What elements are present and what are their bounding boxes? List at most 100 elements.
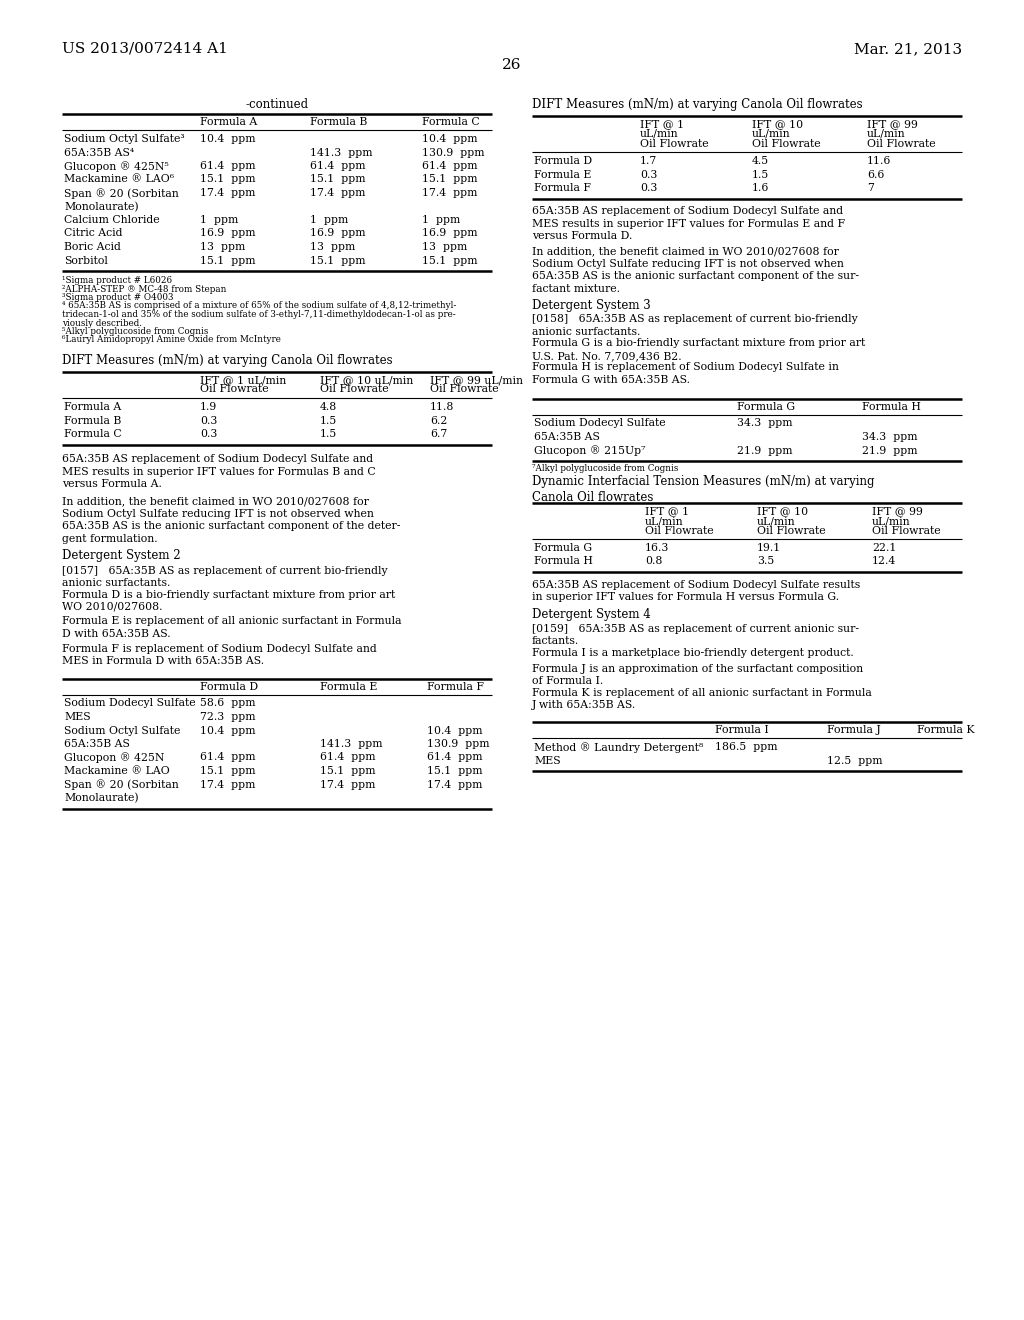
Text: 65A:35B AS replacement of Sodium Dodecyl Sulfate and
MES results in superior IFT: 65A:35B AS replacement of Sodium Dodecyl… [532,206,845,242]
Text: Formula I: Formula I [715,725,769,735]
Text: Formula H is replacement of Sodium Dodecyl Sulfate in
Formula G with 65A:35B AS.: Formula H is replacement of Sodium Dodec… [532,363,839,385]
Text: [0157]   65A:35B AS as replacement of current bio-friendly
anionic surfactants.: [0157] 65A:35B AS as replacement of curr… [62,565,388,587]
Text: IFT @ 10: IFT @ 10 [752,119,803,129]
Text: US 2013/0072414 A1: US 2013/0072414 A1 [62,42,228,55]
Text: In addition, the benefit claimed in WO 2010/027608 for
Sodium Octyl Sulfate redu: In addition, the benefit claimed in WO 2… [532,247,859,294]
Text: 19.1: 19.1 [757,543,781,553]
Text: Oil Flowrate: Oil Flowrate [645,525,714,536]
Text: Oil Flowrate: Oil Flowrate [867,139,936,149]
Text: 15.1  ppm: 15.1 ppm [422,174,477,185]
Text: Formula A: Formula A [200,117,257,127]
Text: 61.4  ppm: 61.4 ppm [310,161,366,172]
Text: uL/min: uL/min [645,516,684,525]
Text: 65A:35B AS replacement of Sodium Dodecyl Sulfate and
MES results in superior IFT: 65A:35B AS replacement of Sodium Dodecyl… [62,454,376,490]
Text: 17.4  ppm: 17.4 ppm [422,187,477,198]
Text: ¹Sigma product # L6026: ¹Sigma product # L6026 [62,276,172,285]
Text: 0.3: 0.3 [200,416,217,425]
Text: 17.4  ppm: 17.4 ppm [427,780,482,789]
Text: Formula D: Formula D [200,681,258,692]
Text: 130.9  ppm: 130.9 ppm [427,739,489,748]
Text: 1.6: 1.6 [752,183,769,193]
Text: Formula K is replacement of all anionic surfactant in Formula
J with 65A:35B AS.: Formula K is replacement of all anionic … [532,688,871,710]
Text: MES: MES [534,755,560,766]
Text: 1.7: 1.7 [640,156,657,166]
Text: 0.3: 0.3 [640,183,657,193]
Text: Oil Flowrate: Oil Flowrate [752,139,820,149]
Text: 15.1  ppm: 15.1 ppm [200,256,256,265]
Text: MES: MES [63,711,91,722]
Text: Formula B: Formula B [63,416,121,425]
Text: 17.4  ppm: 17.4 ppm [319,780,376,789]
Text: 1.9: 1.9 [200,403,217,412]
Text: 21.9  ppm: 21.9 ppm [862,446,918,455]
Text: 0.3: 0.3 [200,429,217,440]
Text: Boric Acid: Boric Acid [63,242,121,252]
Text: DIFT Measures (mN/m) at varying Canola Oil flowrates: DIFT Measures (mN/m) at varying Canola O… [532,98,862,111]
Text: Mackamine ® LAO⁶: Mackamine ® LAO⁶ [63,174,174,185]
Text: 186.5  ppm: 186.5 ppm [715,742,777,752]
Text: 11.6: 11.6 [867,156,891,166]
Text: 16.9  ppm: 16.9 ppm [200,228,256,239]
Text: 65A:35B AS replacement of Sodium Dodecyl Sulfate results
in superior IFT values : 65A:35B AS replacement of Sodium Dodecyl… [532,579,860,602]
Text: 15.1  ppm: 15.1 ppm [200,174,256,185]
Text: Formula J: Formula J [827,725,881,735]
Text: Dynamic Interfacial Tension Measures (mN/m) at varying
Canola Oil flowrates: Dynamic Interfacial Tension Measures (mN… [532,475,874,504]
Text: uL/min: uL/min [640,129,679,139]
Text: Detergent System 3: Detergent System 3 [532,298,650,312]
Text: IFT @ 99: IFT @ 99 [872,506,923,516]
Text: IFT @ 1: IFT @ 1 [645,506,689,516]
Text: Formula D: Formula D [534,156,592,166]
Text: Formula F: Formula F [427,681,484,692]
Text: 61.4  ppm: 61.4 ppm [200,161,256,172]
Text: 6.2: 6.2 [430,416,447,425]
Text: 7: 7 [867,183,873,193]
Text: Detergent System 4: Detergent System 4 [532,609,650,620]
Text: 0.3: 0.3 [640,169,657,180]
Text: 1.5: 1.5 [319,429,337,440]
Text: Formula G: Formula G [534,543,592,553]
Text: 10.4  ppm: 10.4 ppm [422,135,477,144]
Text: Formula F is replacement of Sodium Dodecyl Sulfate and
MES in Formula D with 65A: Formula F is replacement of Sodium Dodec… [62,644,377,665]
Text: viously described.: viously described. [62,318,142,327]
Text: 61.4  ppm: 61.4 ppm [200,752,256,763]
Text: 1.5: 1.5 [752,169,769,180]
Text: 16.9  ppm: 16.9 ppm [310,228,366,239]
Text: Monolaurate): Monolaurate) [63,793,138,804]
Text: ⁴ 65A:35B AS is comprised of a mixture of 65% of the sodium sulfate of 4,8,12-tr: ⁴ 65A:35B AS is comprised of a mixture o… [62,301,457,310]
Text: In addition, the benefit claimed in WO 2010/027608 for
Sodium Octyl Sulfate redu: In addition, the benefit claimed in WO 2… [62,496,400,544]
Text: Formula J is an approximation of the surfactant composition
of Formula I.: Formula J is an approximation of the sur… [532,664,863,686]
Text: IFT @ 1 uL/min: IFT @ 1 uL/min [200,375,287,385]
Text: Span ® 20 (Sorbitan: Span ® 20 (Sorbitan [63,187,179,199]
Text: 15.1  ppm: 15.1 ppm [422,256,477,265]
Text: 12.4: 12.4 [872,557,896,566]
Text: [0158]   65A:35B AS as replacement of current bio-friendly
anionic surfactants.: [0158] 65A:35B AS as replacement of curr… [532,314,858,337]
Text: Sodium Octyl Sulfate: Sodium Octyl Sulfate [63,726,180,735]
Text: 17.4  ppm: 17.4 ppm [200,187,255,198]
Text: Glucopon ® 215Up⁷: Glucopon ® 215Up⁷ [534,446,645,457]
Text: 130.9  ppm: 130.9 ppm [422,148,484,157]
Text: 15.1  ppm: 15.1 ppm [310,256,366,265]
Text: Mackamine ® LAO: Mackamine ® LAO [63,766,170,776]
Text: Formula F: Formula F [534,183,591,193]
Text: 17.4  ppm: 17.4 ppm [310,187,366,198]
Text: ⁵Alkyl polyglucoside from Cognis: ⁵Alkyl polyglucoside from Cognis [62,327,208,337]
Text: 26: 26 [502,58,522,73]
Text: 17.4  ppm: 17.4 ppm [200,780,255,789]
Text: 6.7: 6.7 [430,429,447,440]
Text: Formula G: Formula G [737,401,795,412]
Text: Formula C: Formula C [422,117,479,127]
Text: uL/min: uL/min [872,516,910,525]
Text: 58.6  ppm: 58.6 ppm [200,698,256,709]
Text: Formula E: Formula E [534,169,592,180]
Text: Monolaurate): Monolaurate) [63,202,138,211]
Text: 11.8: 11.8 [430,403,455,412]
Text: 10.4  ppm: 10.4 ppm [200,726,256,735]
Text: Formula E: Formula E [319,681,378,692]
Text: 61.4  ppm: 61.4 ppm [422,161,477,172]
Text: IFT @ 1: IFT @ 1 [640,119,684,129]
Text: IFT @ 10: IFT @ 10 [757,506,808,516]
Text: Formula H: Formula H [862,401,921,412]
Text: uL/min: uL/min [757,516,796,525]
Text: Oil Flowrate: Oil Flowrate [319,384,389,393]
Text: 61.4  ppm: 61.4 ppm [427,752,482,763]
